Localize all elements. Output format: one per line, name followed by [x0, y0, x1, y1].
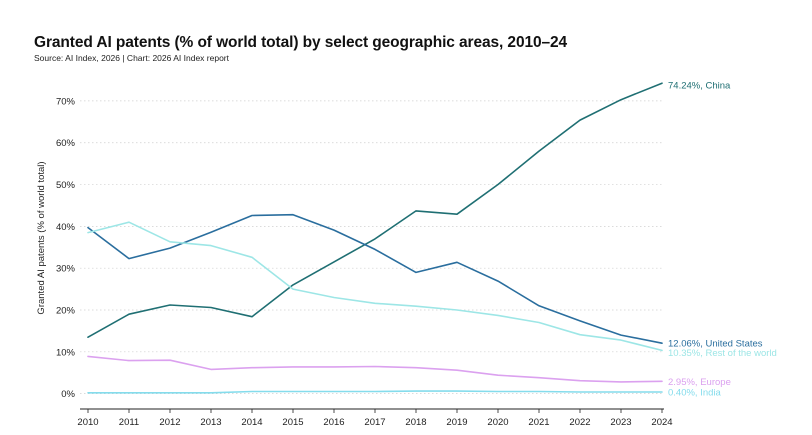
x-tick-label: 2011 [119, 417, 139, 428]
y-axis-ticks: 0% 10% 20% 30% 40% 50% 60% 70% [56, 96, 76, 400]
x-tick-label: 2013 [200, 417, 221, 428]
series-line-europe [87, 355, 663, 383]
y-tick-label: 30% [56, 264, 76, 275]
y-tick-label: 10% [56, 347, 76, 358]
y-tick-label: 70% [56, 96, 76, 107]
x-tick-label: 2019 [446, 417, 467, 428]
end-label-rest-of-the-world: 10.35%, Rest of the world [668, 348, 777, 359]
series-line-india [87, 390, 663, 394]
x-tick-label: 2017 [364, 417, 385, 428]
series-line-rest-of-the-world [87, 221, 663, 352]
series-lines [87, 82, 663, 394]
x-tick-label: 2014 [241, 417, 262, 428]
series-end-labels: 74.24%, China 12.06%, United States10.35%… [668, 81, 777, 399]
x-tick-label: 2024 [651, 417, 672, 428]
y-tick-label: 60% [56, 138, 76, 149]
chart-subtitle: Source: AI Index, 2026 | Chart: 2026 AI … [34, 53, 229, 63]
x-tick-label: 2020 [487, 417, 508, 428]
series-line-united-states [87, 213, 663, 345]
end-label-india: 0.40%, India [668, 387, 722, 398]
y-tick-label: 40% [56, 222, 76, 233]
y-tick-label: 50% [56, 180, 76, 191]
end-label-united-states: 12.06%, United States [668, 339, 763, 350]
x-tick-label: 2023 [610, 417, 631, 428]
x-tick-label: 2016 [323, 417, 344, 428]
x-tick-label: 2022 [569, 417, 590, 428]
series-line-china [87, 82, 663, 339]
x-tick-label: 2015 [282, 417, 303, 428]
y-tick-label: 0% [61, 389, 75, 400]
y-tick-label: 20% [56, 306, 76, 317]
end-label-europe: 2.95%, Europe [668, 377, 731, 388]
end-label-china: 74.24%, China [668, 81, 731, 92]
grid-lines [80, 100, 662, 394]
x-axis: 2010 2011 2012 2013 2014 2015 2016 2017 2018 2019… [77, 408, 673, 428]
x-tick-label: 2010 [77, 417, 98, 428]
x-tick-label: 2018 [405, 417, 426, 428]
y-axis-label: Granted AI patents (% of world total) [36, 161, 47, 314]
x-tick-label: 2021 [528, 417, 549, 428]
chart-title: Granted AI patents (% of world total) by… [34, 34, 568, 51]
x-tick-label: 2012 [159, 417, 180, 428]
